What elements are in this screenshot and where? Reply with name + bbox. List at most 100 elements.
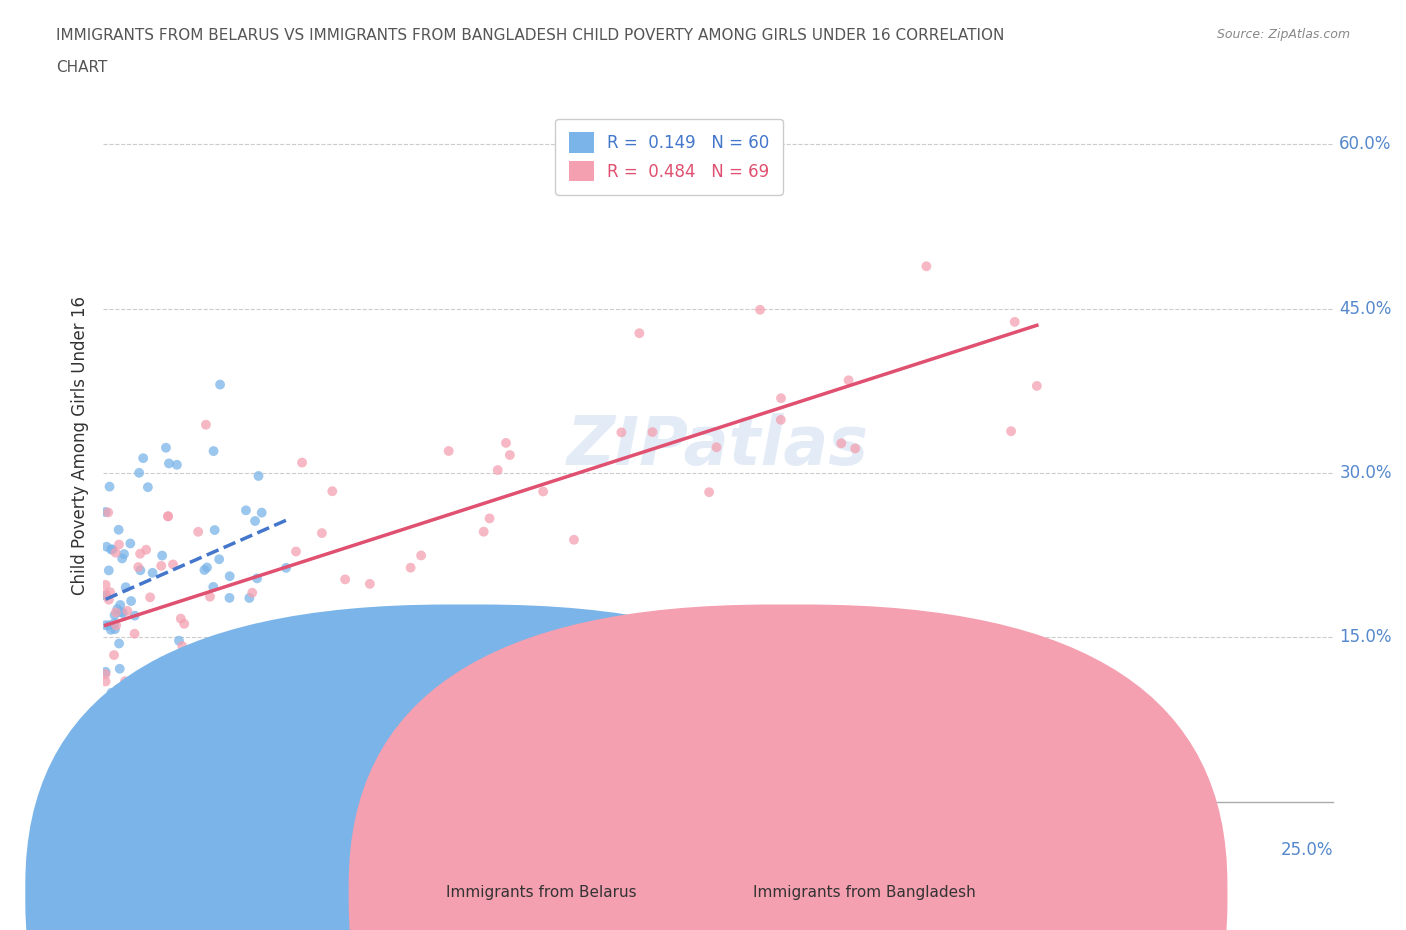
Point: [472, 525, 495, 539]
Point: [204, 523, 226, 538]
Point: [150, 548, 173, 563]
Point: [333, 572, 356, 587]
Point: [141, 565, 163, 580]
Point: [94, 664, 117, 679]
Point: [128, 465, 150, 480]
Point: [157, 509, 180, 524]
Point: [120, 536, 142, 551]
Point: [628, 326, 651, 340]
Point: [238, 591, 260, 605]
Point: [170, 611, 193, 626]
Text: 45.0%: 45.0%: [1339, 299, 1392, 318]
Point: [117, 604, 139, 618]
Point: [209, 378, 232, 392]
Point: [110, 598, 132, 613]
Point: [167, 633, 190, 648]
Point: [531, 484, 554, 498]
Point: [844, 441, 866, 456]
Point: [838, 373, 860, 388]
Point: [103, 607, 125, 622]
Point: [108, 538, 131, 552]
Point: [285, 544, 308, 559]
Point: [186, 670, 208, 684]
Point: [127, 560, 149, 575]
Point: [105, 602, 128, 617]
Point: [411, 548, 433, 563]
Point: [194, 418, 217, 432]
Point: [97, 505, 120, 520]
Point: [830, 436, 852, 451]
Point: [274, 561, 297, 576]
Point: [98, 740, 121, 755]
Point: [135, 542, 157, 557]
Point: [104, 622, 127, 637]
Point: [98, 618, 121, 632]
Text: Immigrants from Bangladesh: Immigrants from Bangladesh: [754, 885, 976, 900]
Point: [150, 558, 173, 573]
Legend: R =  0.149   N = 60, R =  0.484   N = 69: R = 0.149 N = 60, R = 0.484 N = 69: [555, 119, 783, 194]
Point: [187, 525, 209, 539]
Point: [94, 505, 117, 520]
Point: [94, 667, 117, 682]
Point: [172, 639, 194, 654]
Point: [100, 542, 122, 557]
Point: [208, 551, 231, 566]
Point: [173, 617, 195, 631]
Point: [218, 569, 240, 584]
Point: [562, 532, 585, 547]
Point: [157, 509, 180, 524]
Point: [112, 547, 135, 562]
Point: [94, 618, 117, 632]
Point: [104, 604, 127, 619]
Point: [101, 542, 124, 557]
Point: [111, 605, 134, 620]
Point: [103, 616, 125, 631]
Point: [208, 642, 231, 657]
Y-axis label: Child Poverty Among Girls Under 16: Child Poverty Among Girls Under 16: [72, 296, 89, 595]
Point: [399, 560, 422, 575]
Point: [120, 593, 142, 608]
Point: [96, 539, 118, 554]
Point: [127, 720, 149, 735]
Point: [243, 513, 266, 528]
Point: [94, 587, 117, 602]
Point: [1004, 314, 1026, 329]
Point: [98, 585, 121, 600]
Point: [139, 590, 162, 604]
Point: [157, 456, 180, 471]
Point: [94, 757, 117, 772]
Text: 30.0%: 30.0%: [1339, 464, 1392, 482]
Text: Immigrants from Belarus: Immigrants from Belarus: [446, 885, 637, 900]
Point: [108, 636, 131, 651]
Point: [697, 485, 720, 499]
Point: [114, 673, 136, 688]
Point: [202, 579, 225, 594]
Point: [110, 604, 132, 619]
Point: [311, 525, 333, 540]
Point: [105, 618, 128, 632]
Point: [478, 511, 501, 525]
Text: IMMIGRANTS FROM BELARUS VS IMMIGRANTS FROM BANGLADESH CHILD POVERTY AMONG GIRLS : IMMIGRANTS FROM BELARUS VS IMMIGRANTS FR…: [56, 28, 1005, 43]
Point: [1000, 424, 1022, 439]
Point: [204, 663, 226, 678]
Point: [769, 391, 792, 405]
Point: [98, 479, 121, 494]
Point: [769, 412, 792, 427]
Point: [94, 734, 117, 749]
Point: [749, 302, 772, 317]
Point: [132, 451, 155, 466]
Point: [108, 737, 131, 751]
Point: [136, 480, 159, 495]
Point: [915, 259, 938, 273]
Point: [706, 440, 728, 455]
Point: [97, 563, 120, 578]
Point: [499, 447, 522, 462]
Point: [437, 444, 460, 458]
Point: [155, 440, 177, 455]
Point: [94, 674, 117, 689]
Text: 25.0%: 25.0%: [1281, 841, 1333, 859]
Point: [166, 458, 188, 472]
Point: [94, 783, 117, 798]
Point: [202, 444, 225, 458]
Point: [121, 743, 143, 758]
